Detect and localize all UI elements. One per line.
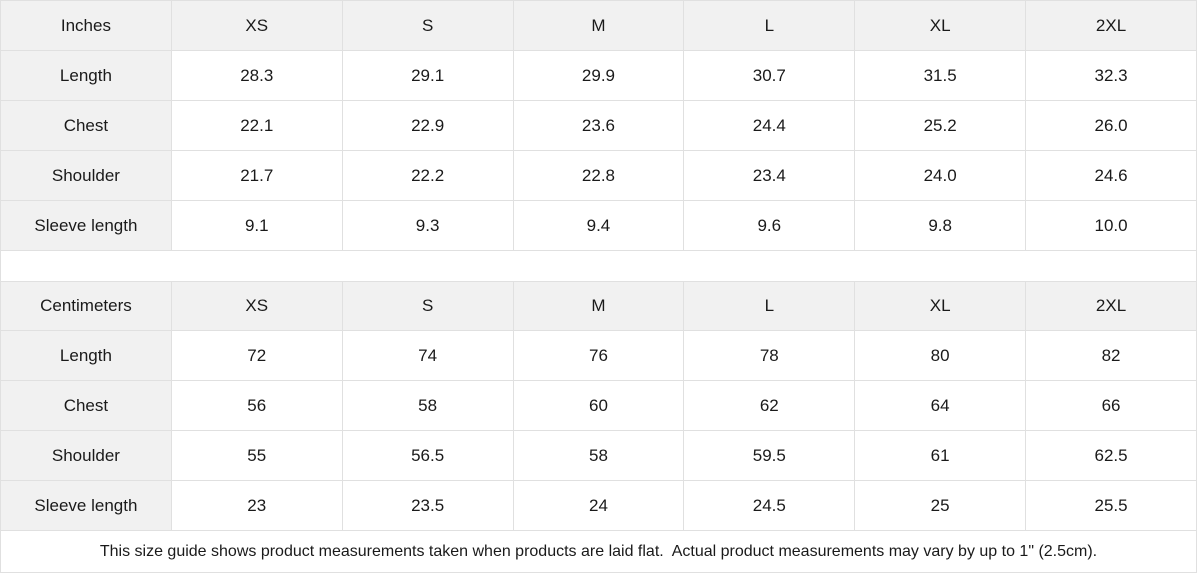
size-value-cell: 23	[170, 480, 343, 531]
size-value-cell: 80	[854, 330, 1027, 381]
size-value-cell: 24	[512, 480, 685, 531]
size-value-cell: 59.5	[683, 430, 856, 481]
row-label-length: Length	[0, 50, 172, 101]
size-value-cell: 74	[341, 330, 514, 381]
size-value-cell: 24.4	[683, 100, 856, 151]
size-value-cell: 31.5	[854, 50, 1027, 101]
size-value-cell: 26.0	[1025, 100, 1197, 151]
size-value-cell: 61	[854, 430, 1027, 481]
column-header-xl: XL	[854, 0, 1027, 51]
row-label-length: Length	[0, 330, 172, 381]
row-label-sleeve-length: Sleeve length	[0, 480, 172, 531]
size-value-cell: 22.1	[170, 100, 343, 151]
size-value-cell: 64	[854, 380, 1027, 431]
size-value-cell: 25.5	[1025, 480, 1197, 531]
size-value-cell: 22.8	[512, 150, 685, 201]
size-value-cell: 76	[512, 330, 685, 381]
size-value-cell: 25	[854, 480, 1027, 531]
size-value-cell: 32.3	[1025, 50, 1197, 101]
size-value-cell: 9.3	[341, 200, 514, 251]
column-header-l: L	[683, 0, 856, 51]
row-label-chest: Chest	[0, 380, 172, 431]
unit-label-centimeters: Centimeters	[0, 281, 172, 331]
size-value-cell: 28.3	[170, 50, 343, 101]
size-value-cell: 82	[1025, 330, 1197, 381]
centimeters-header-row: Centimeters XS S M L XL 2XL	[0, 281, 1197, 331]
table-row-chest-inches: Chest 22.1 22.9 23.6 24.4 25.2 26.0	[0, 100, 1197, 151]
column-header-xs: XS	[170, 0, 343, 51]
size-value-cell: 9.1	[170, 200, 343, 251]
size-value-cell: 24.5	[683, 480, 856, 531]
size-value-cell: 29.1	[341, 50, 514, 101]
size-value-cell: 58	[512, 430, 685, 481]
size-value-cell: 29.9	[512, 50, 685, 101]
unit-label-inches: Inches	[0, 0, 172, 51]
column-header-m: M	[512, 281, 685, 331]
column-header-l: L	[683, 281, 856, 331]
table-row-length-inches: Length 28.3 29.1 29.9 30.7 31.5 32.3	[0, 50, 1197, 101]
column-header-xl: XL	[854, 281, 1027, 331]
size-value-cell: 22.2	[341, 150, 514, 201]
size-guide-note: This size guide shows product measuremen…	[0, 530, 1197, 573]
size-value-cell: 30.7	[683, 50, 856, 101]
size-value-cell: 25.2	[854, 100, 1027, 151]
size-value-cell: 62.5	[1025, 430, 1197, 481]
size-value-cell: 9.8	[854, 200, 1027, 251]
size-value-cell: 24.6	[1025, 150, 1197, 201]
column-header-s: S	[341, 0, 514, 51]
footer-row: This size guide shows product measuremen…	[0, 530, 1197, 573]
size-value-cell: 72	[170, 330, 343, 381]
table-row-shoulder-inches: Shoulder 21.7 22.2 22.8 23.4 24.0 24.6	[0, 150, 1197, 201]
section-divider	[0, 250, 1197, 282]
column-header-m: M	[512, 0, 685, 51]
size-value-cell: 60	[512, 380, 685, 431]
table-row-length-cm: Length 72 74 76 78 80 82	[0, 330, 1197, 381]
row-label-sleeve-length: Sleeve length	[0, 200, 172, 251]
table-row-chest-cm: Chest 56 58 60 62 64 66	[0, 380, 1197, 431]
table-row-sleeve-inches: Sleeve length 9.1 9.3 9.4 9.6 9.8 10.0	[0, 200, 1197, 251]
size-value-cell: 23.4	[683, 150, 856, 201]
size-value-cell: 56	[170, 380, 343, 431]
column-header-2xl: 2XL	[1025, 281, 1197, 331]
size-value-cell: 9.4	[512, 200, 685, 251]
table-row-shoulder-cm: Shoulder 55 56.5 58 59.5 61 62.5	[0, 430, 1197, 481]
size-value-cell: 78	[683, 330, 856, 381]
column-header-s: S	[341, 281, 514, 331]
size-value-cell: 9.6	[683, 200, 856, 251]
inches-header-row: Inches XS S M L XL 2XL	[0, 0, 1197, 51]
column-header-xs: XS	[170, 281, 343, 331]
size-value-cell: 10.0	[1025, 200, 1197, 251]
section-divider-row	[0, 250, 1197, 282]
size-value-cell: 23.6	[512, 100, 685, 151]
row-label-shoulder: Shoulder	[0, 150, 172, 201]
size-value-cell: 24.0	[854, 150, 1027, 201]
row-label-shoulder: Shoulder	[0, 430, 172, 481]
size-value-cell: 66	[1025, 380, 1197, 431]
size-value-cell: 55	[170, 430, 343, 481]
size-value-cell: 22.9	[341, 100, 514, 151]
column-header-2xl: 2XL	[1025, 0, 1197, 51]
size-value-cell: 56.5	[341, 430, 514, 481]
size-value-cell: 58	[341, 380, 514, 431]
size-value-cell: 23.5	[341, 480, 514, 531]
table-row-sleeve-cm: Sleeve length 23 23.5 24 24.5 25 25.5	[0, 480, 1197, 531]
size-value-cell: 21.7	[170, 150, 343, 201]
row-label-chest: Chest	[0, 100, 172, 151]
size-value-cell: 62	[683, 380, 856, 431]
